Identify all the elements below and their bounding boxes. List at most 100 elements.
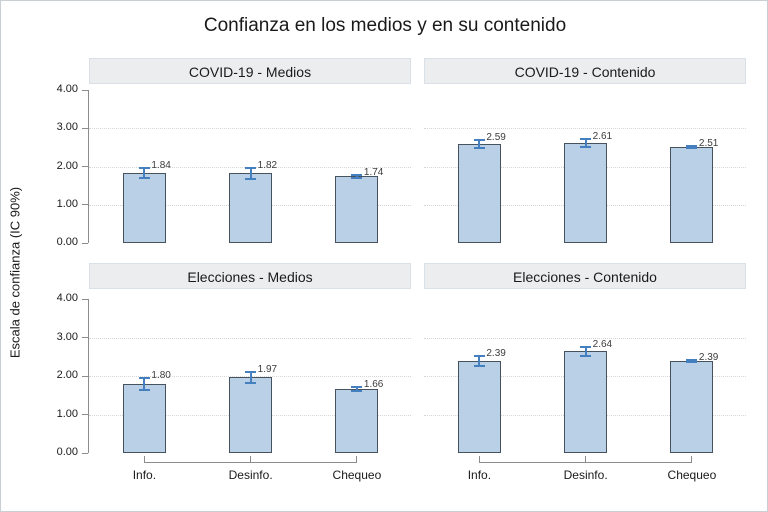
panel-header: Elecciones - Medios	[89, 263, 411, 289]
y-axis-tick	[82, 89, 88, 91]
bar	[229, 173, 273, 243]
y-tick-label: 3.00	[56, 330, 78, 343]
error-bar-cap-bottom	[580, 354, 592, 357]
chart-title: Confianza en los medios y en su contenid…	[203, 15, 567, 36]
error-bar-line	[478, 138, 481, 150]
y-tick-label: 4.00	[56, 292, 78, 304]
x-axis-tick	[478, 456, 480, 462]
value-label: 2.39	[486, 347, 506, 359]
value-label: 1.80	[151, 369, 171, 381]
y-axis-tick	[82, 452, 88, 454]
error-bar-cap-bottom	[138, 176, 150, 179]
x-axis-tick	[143, 456, 145, 462]
y-axis-tick	[82, 242, 88, 244]
bar	[670, 146, 714, 243]
error-bar-line	[249, 370, 252, 384]
error-bar-cap-bottom	[138, 388, 150, 391]
bar	[564, 351, 608, 453]
error-bar-line	[355, 386, 358, 392]
x-category-label: Desinfo.	[563, 468, 608, 482]
error-bar-cap-top	[473, 138, 485, 141]
x-axis-tick	[356, 456, 358, 462]
y-tick-label: 0.00	[56, 236, 78, 248]
bar	[457, 143, 501, 243]
error-bar-cap-bottom	[473, 147, 485, 150]
value-label: 2.59	[486, 131, 506, 143]
x-axis-tick	[691, 456, 693, 462]
error-bar-cap-top	[473, 354, 485, 357]
y-axis-tick	[82, 337, 88, 338]
error-bar-line	[143, 376, 146, 391]
y-axis-line	[88, 299, 89, 453]
error-bar-line	[478, 354, 481, 368]
value-label: 2.51	[698, 137, 719, 149]
value-label: 1.66	[363, 379, 384, 391]
error-bar-cap-bottom	[351, 389, 363, 392]
y-axis-tick	[82, 204, 88, 206]
error-bar-line	[249, 166, 252, 181]
bar	[122, 383, 166, 453]
value-label: 1.82	[257, 159, 278, 171]
error-bar-line	[584, 345, 587, 357]
error-bar-cap-bottom	[686, 360, 698, 363]
x-axis-tick	[585, 456, 587, 462]
y-axis-tick	[82, 166, 88, 167]
x-category-label: Info.	[132, 468, 157, 482]
x-category-label: Chequeo	[667, 468, 717, 482]
x-axis-tick	[250, 456, 252, 462]
error-bar-cap-top	[245, 166, 257, 169]
error-bar-line	[355, 173, 358, 180]
bar	[122, 172, 166, 243]
error-bar-cap-top	[245, 370, 257, 373]
bar	[670, 360, 714, 453]
panel-header: Elecciones - Contenido	[424, 263, 746, 289]
error-bar-cap-bottom	[351, 177, 363, 180]
y-axis-tick	[82, 375, 88, 377]
error-bar-cap-top	[138, 376, 150, 379]
x-category-label: Info.	[467, 468, 492, 482]
error-bar-cap-top	[351, 386, 363, 389]
y-axis-tick	[82, 414, 88, 415]
error-bar-cap-bottom	[686, 147, 698, 150]
y-tick-label: 1.00	[56, 407, 78, 420]
value-label: 1.74	[363, 166, 384, 178]
bar	[229, 377, 273, 453]
value-label: 2.64	[592, 338, 613, 350]
value-label: 1.84	[151, 159, 171, 171]
error-bar-cap-top	[580, 345, 592, 348]
y-tick-label: 4.00	[56, 83, 78, 95]
error-bar-line	[584, 138, 587, 149]
error-bar-cap-bottom	[245, 178, 257, 181]
bar	[457, 360, 501, 453]
error-bar-cap-top	[351, 173, 363, 176]
panel-header: COVID-19 - Contenido	[424, 58, 746, 84]
y-tick-label: 3.00	[56, 121, 78, 134]
gridline	[424, 337, 746, 339]
error-bar-cap-top	[580, 138, 592, 141]
error-bar-cap-bottom	[473, 365, 485, 368]
x-axis-line	[479, 462, 692, 463]
gridline	[424, 128, 746, 130]
bar	[335, 389, 379, 453]
y-tick-label: 1.00	[56, 197, 78, 210]
bar	[335, 176, 379, 243]
error-bar-cap-top	[138, 166, 150, 169]
x-axis-line	[144, 462, 357, 463]
error-bar-line	[143, 166, 146, 179]
gridline	[89, 128, 411, 130]
x-category-label: Chequeo	[332, 468, 382, 482]
error-bar-cap-bottom	[580, 146, 592, 149]
error-bar-cap-top	[686, 359, 698, 362]
y-axis-tick	[82, 127, 88, 129]
gridline	[89, 337, 411, 339]
x-category-label: Desinfo.	[228, 468, 273, 482]
y-tick-label: 0.00	[56, 446, 78, 458]
error-bar-line	[690, 144, 693, 150]
error-bar-cap-top	[686, 144, 698, 147]
value-label: 1.97	[257, 363, 278, 375]
bar	[564, 143, 608, 243]
y-axis-tick	[82, 298, 88, 300]
value-label: 2.39	[698, 352, 719, 364]
value-label: 2.61	[592, 131, 613, 143]
panel-header: COVID-19 - Medios	[89, 58, 411, 84]
